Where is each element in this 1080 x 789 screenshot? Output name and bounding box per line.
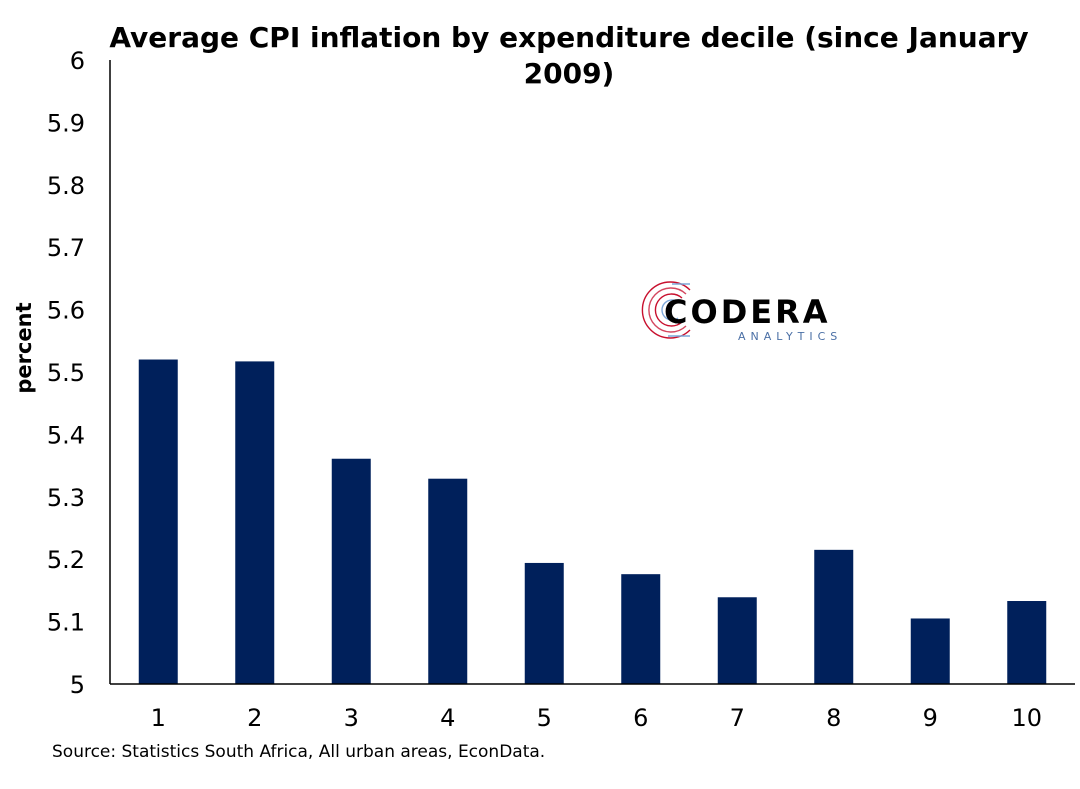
x-tick-label: 2 xyxy=(247,704,262,732)
y-tick-label: 5.3 xyxy=(47,484,85,512)
y-tick-label: 6 xyxy=(70,47,85,75)
x-tick-label: 6 xyxy=(633,704,648,732)
x-tick-label: 1 xyxy=(151,704,166,732)
y-tick-label: 5.2 xyxy=(47,546,85,574)
x-tick-label: 8 xyxy=(826,704,841,732)
logo-name: CODERA xyxy=(664,293,831,331)
codera-logo: CODERA ANALYTICS xyxy=(641,281,842,343)
y-tick-label: 5.9 xyxy=(47,109,85,137)
source-note: Source: Statistics South Africa, All urb… xyxy=(52,742,545,762)
bar-decile-1 xyxy=(138,359,178,684)
bar-series xyxy=(138,359,1047,684)
bar-decile-4 xyxy=(428,478,468,684)
y-tick-label: 5.8 xyxy=(47,172,85,200)
bar-decile-6 xyxy=(621,574,661,684)
y-tick-label: 5.1 xyxy=(47,609,85,637)
x-tick-label: 7 xyxy=(730,704,745,732)
y-tick-label: 5.5 xyxy=(47,359,85,387)
x-axis-ticks: 1 2 3 4 5 6 7 8 9 10 xyxy=(151,704,1042,732)
bar-decile-9 xyxy=(910,618,950,684)
logo-subtitle: ANALYTICS xyxy=(738,330,842,343)
fingerprint-icon xyxy=(641,281,691,339)
bar-decile-2 xyxy=(235,361,275,684)
y-tick-label: 5.4 xyxy=(47,421,85,449)
chart-title-line-1: Average CPI inflation by expenditure dec… xyxy=(109,21,1028,54)
y-tick-label: 5.7 xyxy=(47,234,85,262)
x-tick-label: 5 xyxy=(537,704,552,732)
x-tick-label: 9 xyxy=(923,704,938,732)
y-tick-label: 5 xyxy=(70,671,85,699)
bar-decile-8 xyxy=(814,549,854,684)
x-tick-label: 4 xyxy=(440,704,455,732)
bar-decile-7 xyxy=(717,597,757,684)
chart-title-line-2: 2009) xyxy=(524,57,615,90)
y-axis-ticks: 5 5.1 5.2 5.3 5.4 5.5 5.6 5.7 5.8 5.9 6 xyxy=(47,47,85,699)
y-axis-label: percent xyxy=(12,302,36,393)
bar-decile-10 xyxy=(1007,601,1047,684)
bar-decile-5 xyxy=(524,562,564,684)
x-tick-label: 3 xyxy=(344,704,359,732)
y-tick-label: 5.6 xyxy=(47,297,85,325)
bar-decile-3 xyxy=(331,458,371,684)
x-tick-label: 10 xyxy=(1011,704,1042,732)
